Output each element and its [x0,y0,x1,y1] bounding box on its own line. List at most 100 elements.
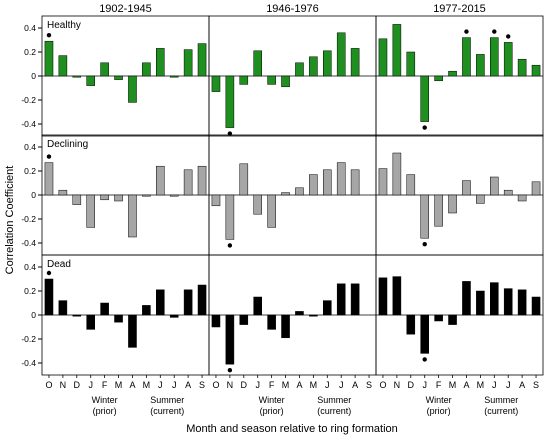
bar [295,187,304,196]
y-tick-label: 0.2 [24,166,36,176]
row-label: Healthy [47,20,81,31]
significance-dot [227,368,233,373]
bar [169,314,179,318]
month-tick-label: M [143,380,151,390]
season-label: Winter [92,395,118,405]
bar [517,194,527,202]
month-tick-label: A [296,380,302,390]
significance-dots [46,29,511,373]
month-tick-label: D [408,380,415,390]
bar [503,189,513,196]
month-tick-label: M [449,380,457,390]
period-title: 1902-1945 [99,3,152,15]
bar [142,62,151,77]
bar [72,75,82,78]
month-tick-label: F [436,380,442,390]
bar [197,284,207,316]
bar [44,162,54,196]
bar [350,283,360,316]
chart-text: Correlation Coefficient Month and season… [4,3,539,435]
bar [336,162,346,196]
bar [281,75,290,88]
bar [490,282,499,316]
bar [281,192,290,196]
bar [58,300,68,316]
month-tick-label: J [88,380,93,390]
bar [295,62,304,77]
bar [434,314,443,322]
season-label-sub: (current) [484,406,518,416]
significance-dot [46,33,52,38]
month-tick-label: J [492,380,497,390]
season-label-sub: (prior) [260,406,284,416]
season-label: Summer [317,395,351,405]
bar [309,314,318,317]
bar [100,194,109,201]
bar [531,181,541,196]
bar [267,75,276,85]
y-tick-label: -0.4 [21,358,36,368]
bar [239,75,249,85]
month-tick-label: M [115,380,123,390]
season-label: Summer [150,395,184,405]
bar [72,194,82,205]
bar [434,75,443,82]
y-tick-label: 0.2 [24,286,36,296]
bar [462,37,471,77]
season-label-sub: (current) [150,406,184,416]
y-tick-label: -0.4 [21,238,36,248]
bar [239,314,249,325]
bar [406,174,416,196]
month-tick-label: J [172,380,177,390]
bar [253,50,262,77]
month-tick-label: J [255,380,260,390]
bar [183,289,193,316]
y-tick-label: 0 [31,71,36,81]
significance-dot [422,242,427,247]
bar [267,314,276,330]
bar [462,180,471,196]
significance-dot [422,125,427,130]
y-tick-label: 0 [31,190,36,200]
bar [58,189,68,196]
bar [239,163,249,196]
bar [503,288,513,316]
bar [295,311,304,316]
month-tick-label: N [394,380,401,390]
bar [100,62,109,77]
month-tick-label: D [241,380,248,390]
x-axis-label: Month and season relative to ring format… [186,423,398,435]
season-label: Winter [426,395,452,405]
y-tick-label: 0.4 [24,262,36,272]
bar [531,296,541,316]
season-label: Summer [484,395,518,405]
bar [378,277,388,316]
month-tick-label: A [185,380,191,390]
bar [336,283,346,316]
month-tick-label: F [269,380,275,390]
panel-grid [38,15,544,378]
bar [114,314,123,323]
month-tick-label: J [158,380,163,390]
bar [476,194,485,204]
bar [392,276,402,316]
bar [253,194,262,215]
bar [476,54,485,77]
bar [225,314,235,365]
bar [378,168,388,196]
significance-dot [227,131,233,136]
season-label-sub: (prior) [93,406,117,416]
period-title: 1977-2015 [433,3,486,15]
bar [517,289,527,316]
row-label: Declining [47,139,88,150]
bar [448,70,457,77]
bar [392,152,402,196]
bar [156,289,165,316]
month-tick-label: J [422,380,427,390]
bar [420,314,429,354]
bar-marks [44,24,541,365]
bar [72,314,82,317]
bar [156,165,165,196]
month-tick-label: A [129,380,135,390]
